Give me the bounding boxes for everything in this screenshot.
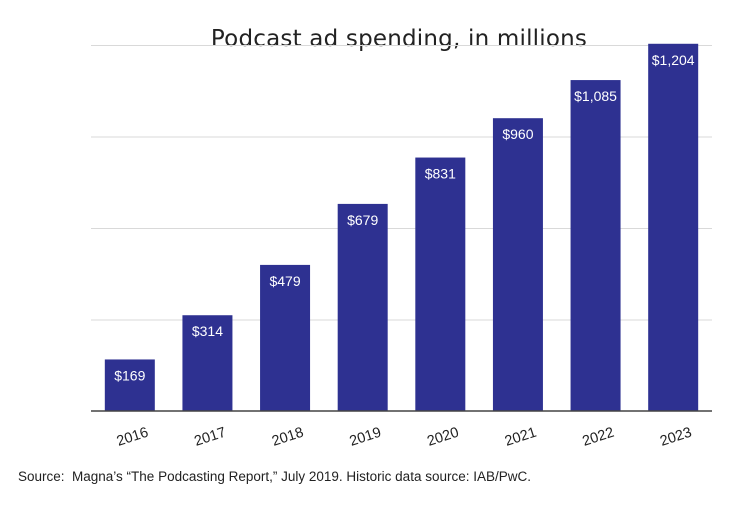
data-label-2021: $960: [502, 126, 533, 142]
x-tick-label-2022: 2022: [581, 425, 617, 450]
x-tick-label-2019: 2019: [348, 425, 384, 450]
data-label-2017: $314: [192, 323, 223, 339]
chart-title: Podcast ad spending, in millions: [210, 26, 588, 52]
x-tick-label-2016: 2016: [115, 425, 151, 450]
data-label-2018: $479: [269, 273, 300, 289]
data-label-2016: $169: [114, 367, 145, 383]
bar-2020: [415, 157, 466, 411]
bar-2022: [570, 80, 621, 411]
source-note: Source: Magna’s “The Podcasting Report,”…: [18, 469, 531, 484]
bars: $169 $314 $479 $679 $831 $960 $1,085 $1,204: [104, 43, 699, 411]
x-tick-label-2021: 2021: [503, 425, 539, 450]
data-label-2020: $831: [425, 166, 456, 182]
bar-2018: [260, 264, 311, 411]
bar-2016: [104, 359, 155, 411]
bar-2017: [182, 315, 233, 411]
bar-chart: $169 $314 $479 $679 $831 $960 $1,085 $1,204 201…: [91, 43, 712, 450]
x-tick-label-2017: 2017: [192, 425, 228, 450]
x-tick-label-2023: 2023: [658, 425, 694, 450]
data-label-2019: $679: [347, 212, 378, 228]
data-label-2023: $1,204: [652, 52, 695, 68]
x-tick-labels: 2016 2017 2018 2019 2020 2021 2022 2023: [115, 425, 694, 450]
x-tick-label-2020: 2020: [425, 425, 461, 450]
bar-2023: [648, 43, 699, 411]
x-tick-label-2018: 2018: [270, 425, 306, 450]
bar-2021: [492, 118, 543, 411]
bar-2019: [337, 203, 388, 411]
data-label-2022: $1,085: [574, 88, 617, 104]
